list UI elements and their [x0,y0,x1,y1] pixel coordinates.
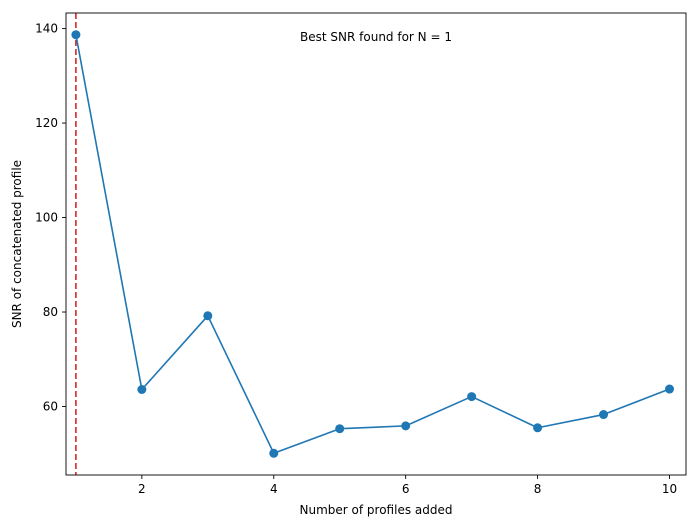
data-point-5 [335,424,345,434]
data-point-1 [71,30,81,40]
y-tick-label: 100 [35,211,58,225]
x-tick-label: 2 [138,482,146,496]
series-line [75,34,670,455]
axes-frame [65,12,687,476]
y-tick-label: 120 [35,116,58,130]
data-point-2 [137,384,147,394]
ticks-layer: 2 4 6 8 10 60 80 100 120 140 [35,22,677,496]
x-tick-label: 4 [270,482,278,496]
x-axis-label: Number of profiles added [300,503,453,517]
data-point-3 [203,311,213,321]
x-tick-label: 10 [662,482,677,496]
data-point-4 [269,448,279,458]
series-layer [71,30,675,458]
axes-layer [65,12,687,476]
data-point-7 [467,392,477,402]
y-tick-label: 80 [43,305,58,319]
y-tick-label: 60 [43,400,58,414]
data-point-8 [533,423,543,433]
data-point-6 [401,421,411,431]
y-tick-label: 140 [35,22,58,36]
x-tick-label: 8 [534,482,542,496]
data-point-10 [665,384,675,394]
x-tick-label: 6 [402,482,410,496]
best-snr-annotation: Best SNR found for N = 1 [300,30,452,44]
data-point-9 [599,410,609,420]
y-axis-label: SNR of concatenated profile [10,160,24,328]
